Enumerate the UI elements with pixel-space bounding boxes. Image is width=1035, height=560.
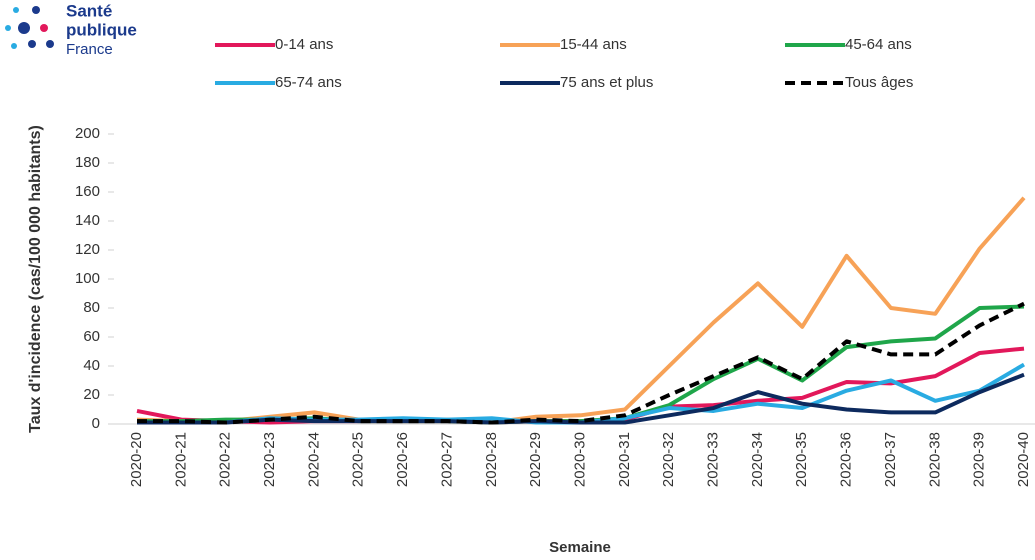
x-axis-title: Semaine: [549, 539, 611, 556]
y-tick-label: 160: [75, 183, 100, 200]
x-tick-label: 2020-27: [438, 432, 455, 487]
y-tick-label: 180: [75, 154, 100, 171]
x-tick-label: 2020-22: [217, 432, 234, 487]
x-tick-label: 2020-39: [971, 432, 988, 487]
series-line: [137, 301, 1025, 425]
x-tick-label: 2020-26: [394, 432, 411, 487]
x-tick-label: 2020-40: [1015, 432, 1032, 487]
x-tick-label: 2020-29: [527, 432, 544, 487]
logo-text: Santé: [66, 1, 112, 20]
x-tick-label: 2020-30: [571, 432, 588, 487]
y-axis-title: Taux d'incidence (cas/100 000 habitants): [27, 125, 44, 433]
y-tick-label: 140: [75, 212, 100, 229]
series-line: [136, 196, 1026, 425]
x-tick-label: 2020-28: [483, 432, 500, 487]
x-tick-label: 2020-37: [882, 432, 899, 487]
series-line: [137, 304, 1025, 425]
x-tick-label: 2020-34: [749, 432, 766, 487]
x-tick-label: 2020-38: [926, 432, 943, 487]
x-tick-label: 2020-35: [793, 432, 810, 487]
logo-text: publique: [66, 20, 137, 39]
x-tick-label: 2020-25: [350, 432, 367, 487]
y-tick-label: 40: [83, 357, 100, 374]
y-tick-label: 0: [92, 415, 100, 432]
x-tick-label: 2020-33: [705, 432, 722, 487]
logo: Santé publique France: [5, 1, 137, 58]
x-tick-label: 2020-20: [128, 432, 145, 487]
y-tick-label: 120: [75, 241, 100, 258]
y-tick-label: 100: [75, 270, 100, 287]
x-tick-label: 2020-31: [616, 432, 633, 487]
y-tick-label: 60: [83, 328, 100, 345]
legend-label: 15-44 ans: [560, 36, 627, 53]
y-tick-label: 200: [75, 125, 100, 142]
legend-label: 75 ans et plus: [560, 74, 653, 91]
logo-text: France: [66, 41, 113, 58]
y-tick-label: 80: [83, 299, 100, 316]
legend-label: Tous âges: [845, 74, 913, 91]
legend-label: 65-74 ans: [275, 74, 342, 91]
x-tick-label: 2020-21: [172, 432, 189, 487]
x-tick-label: 2020-23: [261, 432, 278, 487]
legend-label: 0-14 ans: [275, 36, 333, 53]
x-tick-label: 2020-36: [838, 432, 855, 487]
legend-label: 45-64 ans: [845, 36, 912, 53]
x-tick-label: 2020-32: [660, 432, 677, 487]
y-tick-label: 20: [83, 386, 100, 403]
x-tick-label: 2020-24: [305, 432, 322, 487]
